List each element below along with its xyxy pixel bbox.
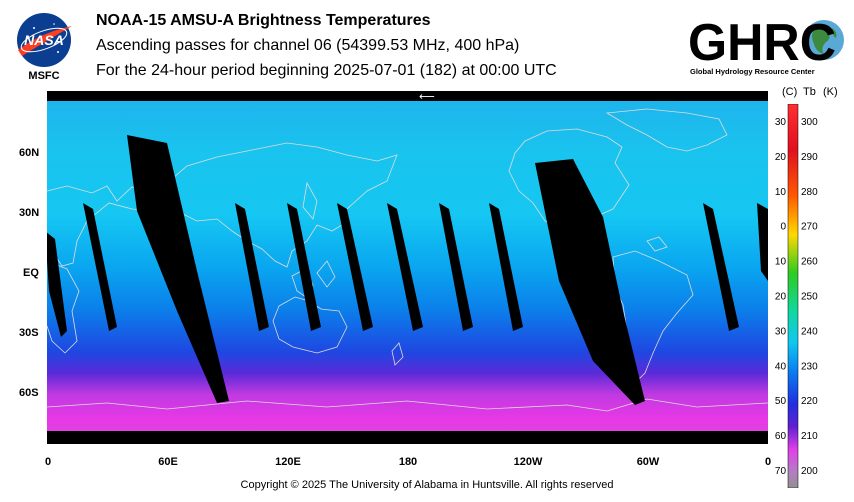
colorbar-kelvin-tick: 210	[801, 431, 818, 442]
copyright-notice: Copyright © 2025 The University of Alaba…	[240, 479, 614, 491]
map-period: For the 24-hour period beginning 2025-07…	[96, 62, 557, 79]
lat-label-60n: 60N	[19, 147, 40, 159]
colorbar-celsius-tick: -30	[775, 326, 786, 337]
swath-gaps	[47, 135, 768, 405]
colorbar-kelvin-tick: 250	[801, 292, 818, 303]
colorbar-celsius-tick: 20	[775, 152, 786, 163]
colorbar-ticks: 30 300 20 290 10 280 0 270 -10 260 -20 250 -30 240 -40…	[775, 117, 818, 477]
ghrc-subtext: Global Hydrology Resource Center	[690, 67, 815, 76]
colorbar-kelvin-tick: 220	[801, 396, 818, 407]
lon-label-0-east: 0	[764, 456, 772, 468]
colorbar-celsius-tick: -50	[775, 396, 786, 407]
lon-label-60w: 60W	[636, 456, 660, 468]
brightness-temperature-map: ⟵	[47, 91, 768, 444]
colorbar-kelvin-tick: 200	[801, 466, 818, 477]
colorbar-celsius-header: (C)	[782, 86, 798, 98]
colorbar-kelvin-tick: 270	[801, 222, 818, 233]
map-title: NOAA-15 AMSU-A Brightness Temperatures	[96, 12, 431, 29]
north-polar-gap	[47, 91, 768, 101]
colorbar-kelvin-tick: 290	[801, 152, 818, 163]
colorbar-kelvin-tick: 260	[801, 257, 818, 268]
map-subtitle: Ascending passes for channel 06 (54399.5…	[96, 37, 520, 54]
nasa-logo: NASA MSFC	[17, 13, 72, 82]
ghrc-logo: GHRC Global Hydrology Resource Center	[688, 14, 844, 76]
colorbar-celsius-tick: -70	[775, 466, 786, 477]
lat-label-30s: 30S	[19, 327, 39, 339]
colorbar-celsius-tick: -40	[775, 361, 786, 372]
colorbar-kelvin-tick: 300	[801, 117, 818, 128]
colorbar-kelvin-tick: 240	[801, 326, 818, 337]
colorbar-gradient	[787, 104, 799, 488]
colorbar-celsius-tick: -20	[775, 292, 786, 303]
colorbar-celsius-tick: 0	[780, 222, 786, 233]
colorbar-celsius-tick: 30	[775, 117, 786, 128]
south-polar-gap	[47, 431, 768, 444]
colorbar-kelvin-tick: 280	[801, 187, 818, 198]
lat-label-eq: EQ	[23, 267, 39, 279]
colorbar-celsius-tick: -10	[775, 257, 786, 268]
colorbar-kelvin-tick: 230	[801, 361, 818, 372]
msfc-text: MSFC	[28, 70, 59, 82]
lon-label-60e: 60E	[158, 456, 178, 468]
direction-arrow-icon: ⟵	[419, 91, 435, 103]
lon-label-0-west: 0	[44, 456, 52, 468]
colorbar-tb-header: Tb	[803, 86, 816, 98]
lon-label-180: 180	[398, 456, 418, 468]
colorbar-kelvin-header: (K)	[823, 86, 838, 98]
colorbar-celsius-tick: -60	[775, 431, 786, 442]
lat-label-60s: 60S	[19, 387, 39, 399]
lon-label-120w: 120W	[513, 456, 543, 468]
ghrc-text: GHRC	[688, 14, 836, 72]
nasa-text: NASA	[24, 32, 64, 48]
lat-label-30n: 30N	[19, 207, 40, 219]
colorbar-celsius-tick: 10	[775, 187, 786, 198]
lon-label-120e: 120E	[275, 456, 301, 468]
colorbar: 30 300 20 290 10 280 0 270 -10 260 -20 250 -30 240 -40…	[775, 104, 818, 488]
